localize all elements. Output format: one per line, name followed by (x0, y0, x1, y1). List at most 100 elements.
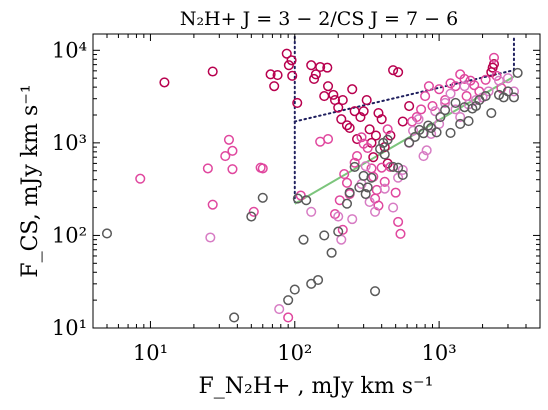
data-point-pink (393, 216, 404, 227)
data-point-pink (283, 312, 294, 323)
data-point-gray (246, 211, 257, 222)
data-point-crimson (310, 69, 321, 80)
data-point-gray (435, 112, 446, 123)
x-axis-title: F_N₂H+ , mJy km s⁻¹ (199, 374, 434, 399)
data-point-gray (313, 274, 324, 286)
data-point-lightpink (336, 234, 347, 245)
data-point-crimson (376, 114, 387, 125)
data-point-gray (326, 247, 337, 258)
data-point-gray (333, 226, 344, 237)
data-point-gray (366, 172, 377, 183)
data-point-pink (337, 224, 348, 235)
data-point-crimson (207, 66, 218, 77)
data-point-pink (411, 112, 422, 123)
data-point-gray (393, 162, 404, 173)
data-point-crimson (322, 81, 334, 92)
data-point-pink (427, 100, 438, 112)
data-point-pink (440, 95, 451, 106)
data-point-crimson (341, 120, 353, 131)
data-point-lightpink (205, 232, 216, 243)
data-point-crimson (344, 122, 355, 133)
data-point-pink (362, 142, 373, 154)
data-point-gray (423, 120, 434, 131)
y-axis-title: F_CS, mJy km s⁻¹ (18, 84, 43, 277)
data-point-gray (486, 107, 497, 119)
data-point-crimson (488, 59, 500, 70)
data-point-pink (227, 164, 238, 175)
data-point-crimson (397, 116, 408, 127)
y-tick-label: 10² (52, 223, 87, 247)
data-point-lightpink (360, 161, 371, 172)
data-point-lightpink (418, 151, 429, 162)
data-point-pink (322, 133, 334, 145)
data-point-pink (461, 91, 472, 102)
data-point-lightpink (274, 304, 285, 315)
data-point-pink (356, 132, 367, 143)
data-point-pink (220, 151, 231, 162)
fit-line (294, 75, 515, 205)
data-point-crimson (328, 89, 339, 100)
data-point-pink (390, 187, 401, 198)
data-point-lightpink (397, 164, 408, 175)
data-point-lightpink (502, 73, 514, 84)
data-point-crimson (337, 95, 348, 106)
data-point-pink (339, 169, 350, 180)
data-point-gray (301, 195, 312, 206)
data-point-gray (404, 137, 415, 148)
data-point-gray (431, 127, 442, 138)
data-point-gray (101, 228, 113, 239)
data-point-crimson (308, 73, 320, 85)
data-point-crimson (355, 112, 366, 123)
data-point-pink (395, 228, 406, 239)
x-tick-label: 10² (277, 341, 312, 365)
data-point-pink (223, 134, 235, 145)
data-point-lightpink (493, 75, 505, 86)
data-point-lightpink (408, 125, 419, 136)
y-tick-label: 10⁴ (52, 38, 87, 62)
data-point-pink (257, 163, 268, 174)
data-point-pink (385, 161, 396, 172)
data-point-gray (344, 187, 355, 198)
data-point-gray (360, 188, 371, 200)
y-tick-label: 10³ (52, 131, 87, 155)
data-point-pink (488, 52, 500, 63)
data-point-crimson (388, 65, 399, 76)
data-point-crimson (370, 130, 381, 141)
data-point-pink (445, 78, 456, 89)
data-point-gray (445, 127, 456, 138)
data-point-crimson (319, 91, 330, 102)
data-point-crimson (333, 102, 344, 113)
data-point-lightpink (508, 86, 520, 97)
data-point-crimson (265, 69, 276, 80)
data-point-gray (463, 116, 474, 127)
data-point-lightpink (450, 104, 461, 115)
data-point-crimson (351, 133, 363, 145)
data-point-gray (440, 105, 451, 116)
x-tick-label: 10³ (422, 341, 457, 365)
data-point-crimson (368, 152, 379, 163)
data-point-gray (418, 128, 429, 139)
data-point-lightpink (470, 95, 482, 106)
data-point-gray (370, 286, 381, 297)
data-point-pink (248, 206, 259, 217)
data-point-gray (480, 91, 491, 102)
data-point-pink (434, 84, 445, 95)
data-point-crimson (347, 84, 358, 95)
data-point-pink (420, 91, 431, 102)
data-point-pink (423, 81, 434, 92)
data-point-lightpink (306, 206, 317, 217)
data-point-pink (227, 145, 238, 156)
data-point-crimson (364, 124, 375, 135)
data-point-pink (416, 104, 427, 115)
data-point-pink (202, 163, 213, 174)
data-point-pink (459, 73, 470, 85)
data-point-crimson (281, 48, 292, 59)
data-point-crimson (292, 97, 303, 108)
data-point-gray (409, 131, 420, 142)
data-point-pink (371, 184, 382, 195)
data-point-crimson (361, 95, 372, 106)
data-point-crimson (404, 100, 415, 112)
data-point-gray (289, 284, 300, 295)
data-point-lightpink (333, 211, 344, 222)
